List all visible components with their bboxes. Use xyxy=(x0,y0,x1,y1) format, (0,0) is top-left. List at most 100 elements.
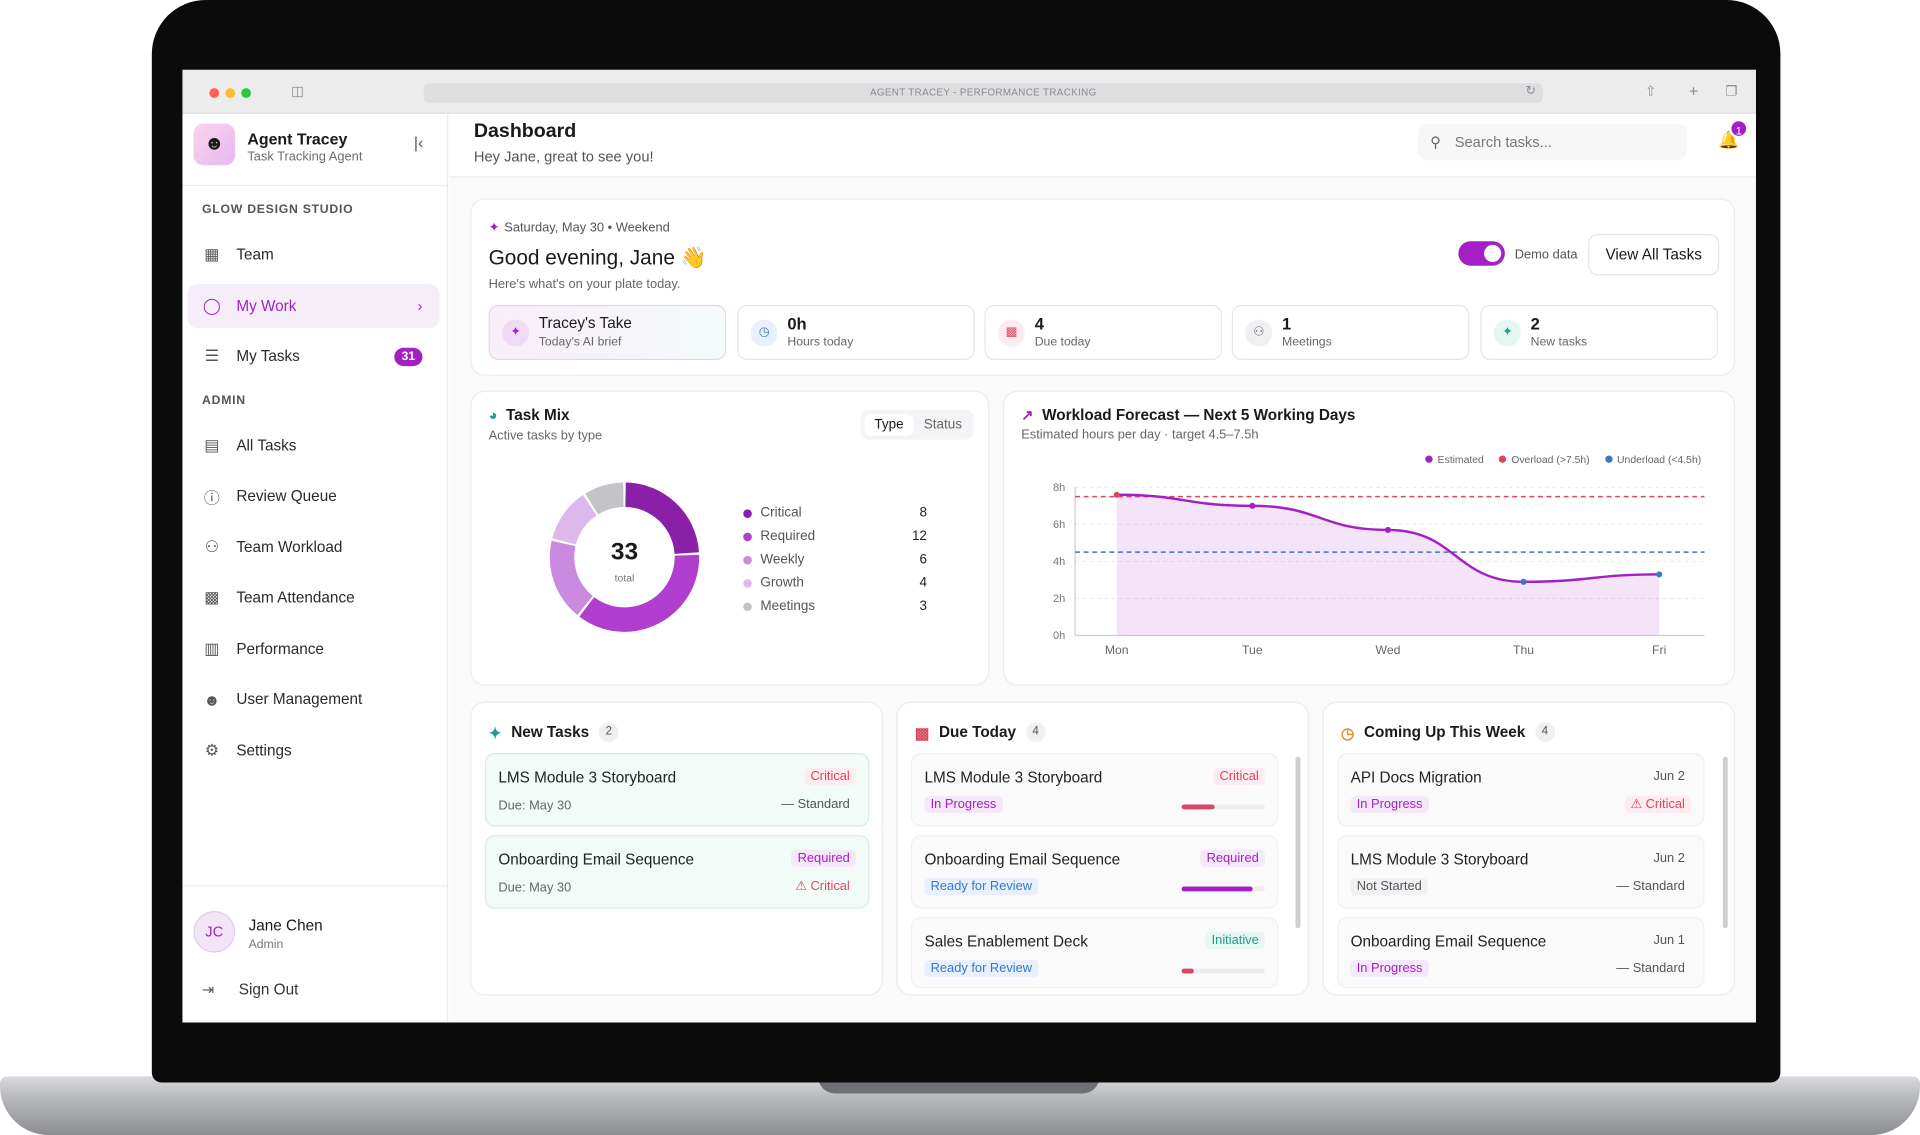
grid-icon: ▦ xyxy=(204,244,220,264)
task-meta: ⚠ Critical xyxy=(795,879,850,894)
calendar-icon: ▩ xyxy=(204,587,220,607)
sidebar-item-label: User Management xyxy=(236,690,363,708)
progress-bar xyxy=(1181,968,1265,974)
sidebar-item-label: My Work xyxy=(236,297,297,315)
task-mix-header: ◕ Task Mix xyxy=(489,407,570,424)
view-all-tasks-button[interactable]: View All Tasks xyxy=(1588,233,1720,276)
close-window-button[interactable] xyxy=(209,88,220,98)
task-title: Onboarding Email Sequence xyxy=(498,851,695,869)
section-org: GLOW DESIGN STUDIO xyxy=(202,203,354,217)
legend-swatch xyxy=(743,601,752,611)
forecast-legend: Estimated Overload (>7.5h) Underload (<4… xyxy=(1425,453,1701,465)
task-card[interactable]: Onboarding Email Sequence Due: May 30 Re… xyxy=(484,835,870,909)
sidebar-item-my-work[interactable]: ◯ My Work › xyxy=(187,284,440,329)
scrollbar[interactable] xyxy=(1295,756,1301,929)
clipboard-icon: ▤ xyxy=(204,435,220,455)
legend-swatch xyxy=(743,532,752,541)
sidebar-item-settings[interactable]: ⚙ Settings xyxy=(187,729,439,773)
legend-label: Overload (>7.5h) xyxy=(1511,453,1590,466)
task-card[interactable]: LMS Module 3 Storyboard Not Started Jun … xyxy=(1337,835,1705,909)
kpi-meetings[interactable]: ⚇ 1 Meetings xyxy=(1231,304,1470,361)
tab-type[interactable]: Type xyxy=(864,413,914,436)
users-icon: ⚇ xyxy=(1245,319,1273,347)
sidebar-toggle-icon[interactable]: ◫ xyxy=(291,84,304,100)
list-icon: ☰ xyxy=(204,346,219,365)
donut-slice-required xyxy=(579,554,700,632)
task-card[interactable]: LMS Module 3 Storyboard Due: May 30 Crit… xyxy=(484,753,870,827)
task-card[interactable]: LMS Module 3 Storyboard In Progress Crit… xyxy=(911,753,1279,827)
task-title: LMS Module 3 Storyboard xyxy=(1350,851,1529,869)
legend-weekly: Weekly 6 xyxy=(743,552,927,575)
x-tick-label: Tue xyxy=(1242,643,1263,657)
new-tasks-card: ✦ New Tasks 2 LMS Module 3 Storyboard Du… xyxy=(470,701,883,996)
task-card[interactable]: Sales Enablement Deck Ready for Review I… xyxy=(911,917,1279,989)
sign-out-button[interactable]: ⇥ Sign Out xyxy=(202,981,298,998)
reload-icon[interactable]: ↻ xyxy=(1525,84,1536,98)
user-icon: ◯ xyxy=(202,296,221,315)
task-title: API Docs Migration xyxy=(1350,768,1482,787)
task-title: LMS Module 3 Storyboard xyxy=(498,768,677,787)
priority-tag: Initiative xyxy=(1205,931,1265,949)
count-badge: 2 xyxy=(599,722,619,743)
kpi-new-tasks[interactable]: ✦ 2 New tasks xyxy=(1480,304,1718,361)
task-card[interactable]: Onboarding Email Sequence Ready for Revi… xyxy=(911,835,1279,909)
sidebar-item-user-management[interactable]: ☻ User Management xyxy=(187,677,439,721)
demo-data-toggle[interactable] xyxy=(1458,241,1505,266)
greeting-subtitle: Here's what's on your plate today. xyxy=(488,276,681,292)
tabs-overview-icon[interactable]: ❐ xyxy=(1725,84,1738,100)
donut-slice-critical xyxy=(625,482,700,554)
kpi-label: Meetings xyxy=(1282,335,1332,349)
search-icon: ⚲ xyxy=(1430,133,1441,151)
new-tasks-title: New Tasks xyxy=(511,723,590,741)
status-badge: Not Started xyxy=(1350,877,1428,896)
sidebar-item-performance[interactable]: ▥ Performance xyxy=(187,627,439,671)
kpi-due-today[interactable]: ▩ 4 Due today xyxy=(984,304,1223,361)
forecast-title: Workload Forecast — Next 5 Working Days xyxy=(1042,406,1356,424)
tab-status[interactable]: Status xyxy=(923,417,962,433)
new-tab-icon[interactable]: + xyxy=(1688,82,1699,101)
coming-up-title: Coming Up This Week xyxy=(1363,723,1526,741)
data-point-fri xyxy=(1656,571,1663,578)
y-tick-label: 2h xyxy=(1053,593,1065,605)
sidebar-item-my-tasks[interactable]: ☰ My Tasks 31 xyxy=(187,334,439,378)
clock-icon: ◷ xyxy=(750,319,778,347)
search-input[interactable]: ⚲ Search tasks... xyxy=(1417,123,1688,161)
y-tick-label: 0h xyxy=(1053,630,1065,642)
task-card[interactable]: API Docs Migration In Progress Jun 2 ⚠ C… xyxy=(1337,753,1705,827)
kpi-label: Due today xyxy=(1034,335,1091,349)
task-title: Onboarding Email Sequence xyxy=(924,851,1121,869)
calendar-icon: ▩ xyxy=(997,319,1025,347)
y-tick-label: 8h xyxy=(1053,482,1065,494)
sparkle-icon: ✦ xyxy=(488,724,502,742)
minimize-window-button[interactable] xyxy=(225,88,236,98)
forecast-card: ↗ Workload Forecast — Next 5 Working Day… xyxy=(1002,390,1736,686)
kpi-hours[interactable]: ◷ 0h Hours today xyxy=(737,304,975,361)
task-card[interactable]: Onboarding Email Sequence In Progress Ju… xyxy=(1337,917,1705,989)
progress-fill xyxy=(1181,886,1253,892)
chevron-right-icon: › xyxy=(417,297,423,315)
sidebar-item-label: Team Workload xyxy=(236,538,343,556)
scrollbar[interactable] xyxy=(1722,756,1728,929)
users-icon: ⚇ xyxy=(204,537,219,556)
brand: ☻ Agent Tracey Task Tracking Agent |‹ xyxy=(193,123,438,173)
maximize-window-button[interactable] xyxy=(241,88,252,98)
sidebar-item-review-queue[interactable]: ⓘ Review Queue xyxy=(187,474,439,518)
browser-chrome: ◫ ◐ AGENT TRACEY - PERFORMANCE TRACKING … xyxy=(182,69,1756,114)
sidebar-item-team-workload[interactable]: ⚇ Team Workload xyxy=(187,525,439,569)
legend-value: 12 xyxy=(911,528,927,544)
sidebar-item-all-tasks[interactable]: ▤ All Tasks xyxy=(187,424,439,468)
gear-icon: ⚙ xyxy=(204,740,219,760)
legend-growth: Growth 4 xyxy=(743,576,927,599)
y-tick-label: 4h xyxy=(1053,556,1065,568)
tracey-take-card[interactable]: ✦ Tracey's Take Today's AI brief xyxy=(488,304,727,361)
address-bar[interactable]: AGENT TRACEY - PERFORMANCE TRACKING xyxy=(423,83,1543,103)
data-point-thu xyxy=(1520,578,1527,585)
progress-fill xyxy=(1181,968,1195,974)
status-badge: In Progress xyxy=(924,795,1003,814)
share-icon[interactable]: ⇧ xyxy=(1644,84,1657,100)
sidebar-item-team[interactable]: ▦ Team xyxy=(187,233,439,277)
legend-label: Required xyxy=(760,528,816,544)
collapse-sidebar-icon[interactable]: |‹ xyxy=(413,133,424,152)
kpi-label: New tasks xyxy=(1530,335,1588,349)
sidebar-item-team-attendance[interactable]: ▩ Team Attendance xyxy=(187,576,439,620)
